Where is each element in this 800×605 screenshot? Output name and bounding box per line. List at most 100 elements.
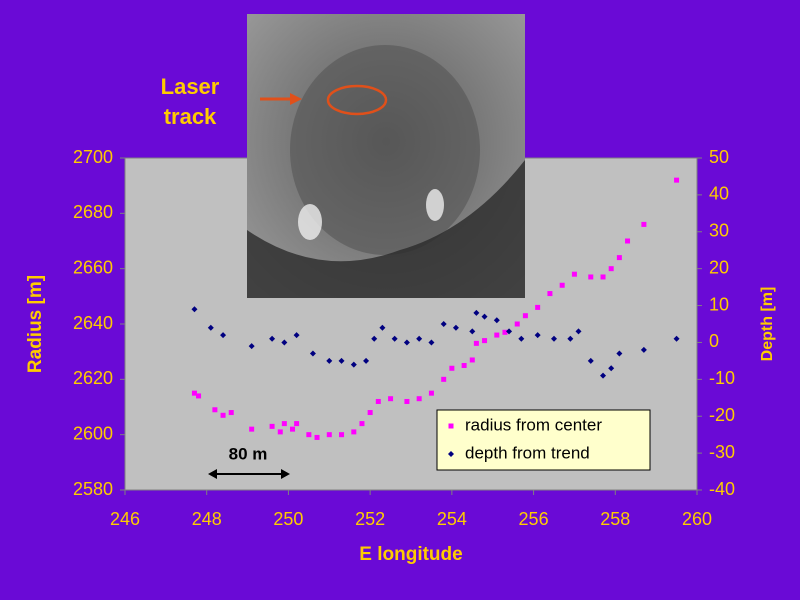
y2-tick-label: -20 (709, 405, 735, 425)
legend-label: depth from trend (465, 443, 590, 462)
annotation: Laser (161, 74, 220, 99)
point (207, 324, 214, 331)
point (379, 324, 386, 331)
point (293, 332, 300, 339)
point (452, 324, 459, 331)
y-tick-label: 2600 (73, 423, 113, 443)
x-tick-label: 248 (192, 509, 222, 529)
x-tick-label: 252 (355, 509, 385, 529)
y-tick-label: 2580 (73, 479, 113, 499)
point (326, 357, 333, 364)
point (518, 335, 525, 342)
point (339, 432, 345, 438)
point (281, 339, 288, 346)
point (449, 365, 455, 371)
point (371, 335, 378, 342)
point (249, 426, 255, 432)
y-tick-label: 2660 (73, 257, 113, 277)
point (428, 390, 434, 396)
point (338, 357, 345, 364)
point (600, 274, 606, 280)
point (281, 421, 287, 427)
y-tick-label: 2620 (73, 368, 113, 388)
point (473, 340, 479, 346)
crater-photo (247, 14, 525, 298)
laser-arrow (260, 93, 302, 105)
point (506, 328, 513, 335)
legend-label: radius from center (465, 415, 602, 434)
point (441, 376, 447, 382)
point (482, 338, 488, 344)
y2-tick-label: 30 (709, 221, 729, 241)
point (306, 432, 312, 438)
y-tick-label: 2640 (73, 313, 113, 333)
point (616, 255, 622, 261)
y2-axis-label: Depth [m] (759, 287, 776, 362)
y2-tick-label: -40 (709, 479, 735, 499)
point (535, 304, 541, 310)
point (351, 429, 357, 435)
point (514, 321, 520, 327)
point (428, 339, 435, 346)
point (269, 335, 276, 342)
point (248, 343, 255, 350)
point (469, 328, 476, 335)
y2-tick-label: 20 (709, 257, 729, 277)
x-tick-label: 254 (437, 509, 467, 529)
point (522, 313, 528, 319)
point (314, 434, 320, 440)
legend-marker (448, 451, 454, 457)
point (481, 313, 488, 320)
y-tick-label: 2680 (73, 202, 113, 222)
point (469, 357, 475, 363)
point (461, 363, 467, 368)
point (559, 282, 565, 288)
point (212, 407, 218, 413)
y2-tick-label: -10 (709, 368, 735, 388)
annotation: track (164, 104, 217, 129)
x-tick-label: 256 (519, 509, 549, 529)
point (309, 350, 316, 357)
point (588, 274, 594, 280)
point (673, 335, 680, 342)
y2-tick-label: 10 (709, 294, 729, 314)
point (625, 238, 631, 244)
point (294, 421, 300, 427)
point (403, 339, 410, 346)
point (567, 335, 574, 342)
point (674, 177, 680, 183)
point (534, 332, 541, 339)
point (363, 357, 370, 364)
point (388, 396, 394, 402)
y-axis-label: Radius [m] (25, 275, 46, 373)
point (290, 426, 296, 432)
point (220, 412, 226, 418)
point (391, 335, 398, 342)
point (196, 393, 202, 399)
point (547, 291, 553, 297)
y2-tick-label: -30 (709, 442, 735, 462)
point (502, 329, 508, 335)
point (571, 271, 577, 277)
x-tick-label: 258 (600, 509, 630, 529)
point (277, 429, 283, 435)
legend-box (436, 409, 651, 471)
point (473, 309, 480, 316)
point (191, 390, 197, 396)
point (608, 365, 615, 372)
x-tick-label: 246 (110, 509, 140, 529)
x-tick-label: 260 (682, 509, 712, 529)
y-tick-label: 2700 (73, 147, 113, 167)
point (640, 346, 647, 353)
y2-tick-label: 0 (709, 331, 719, 351)
point (493, 317, 500, 324)
point (228, 410, 234, 416)
point (375, 398, 381, 404)
scale-bar (208, 469, 290, 479)
legend-marker (448, 423, 454, 429)
point (191, 306, 198, 313)
point (350, 361, 357, 368)
point (359, 421, 365, 427)
